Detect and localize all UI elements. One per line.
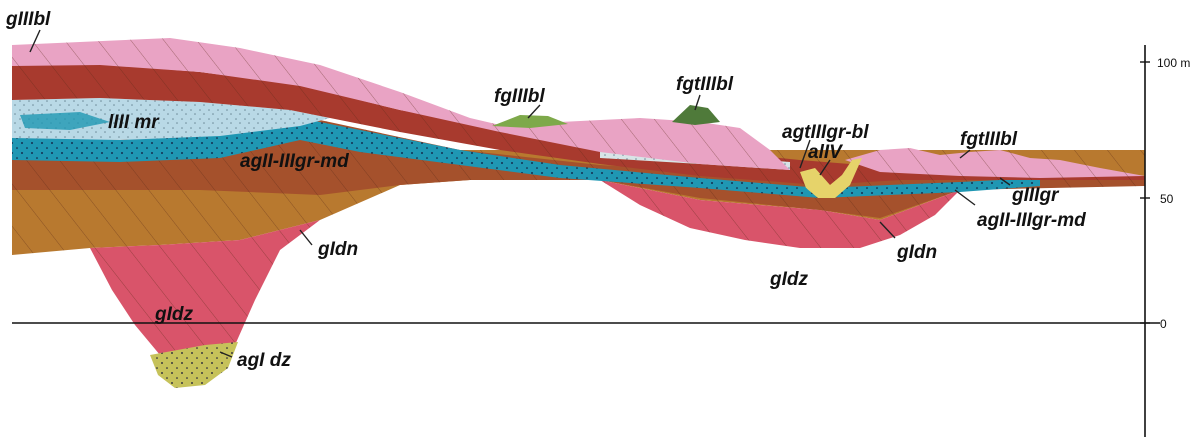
label-lIII-mr: lIII mr <box>108 112 160 133</box>
scale-label-0: 0 <box>1160 317 1167 331</box>
label-agtIIIgr-bl: agtIIIgr-bl <box>782 122 869 143</box>
label-fgtIIIbl-right: fgtIIIbl <box>960 129 1018 150</box>
label-gIIIgr: gIIIgr <box>1011 185 1060 206</box>
scale-label-50: 50 <box>1160 192 1174 206</box>
label-alIV: alIV <box>808 142 843 163</box>
label-agII-IIIgr-md-left: agII-IIIgr-md <box>240 151 349 172</box>
label-fgtIIIbl-center: fgtIIIbl <box>676 74 734 95</box>
label-agI-dz: agI dz <box>237 350 291 371</box>
label-gIdn-left: gIdn <box>317 239 358 260</box>
layer-fgtIIIbl-center <box>672 105 720 125</box>
label-gIdz-right: gIdz <box>769 269 808 290</box>
label-gIdz-left: gIdz <box>154 304 193 325</box>
scale-label-100: 100 m <box>1157 56 1190 70</box>
layer-alIV <box>800 158 862 198</box>
label-gIdn-right: gIdn <box>896 242 937 263</box>
label-gIIIbl: gIIIbl <box>5 9 51 30</box>
label-fgIIIbl: fgIIIbl <box>494 86 545 107</box>
layer-fgIIIbl <box>492 115 568 128</box>
label-agII-IIIgr-md-right: agII-IIIgr-md <box>977 210 1086 231</box>
